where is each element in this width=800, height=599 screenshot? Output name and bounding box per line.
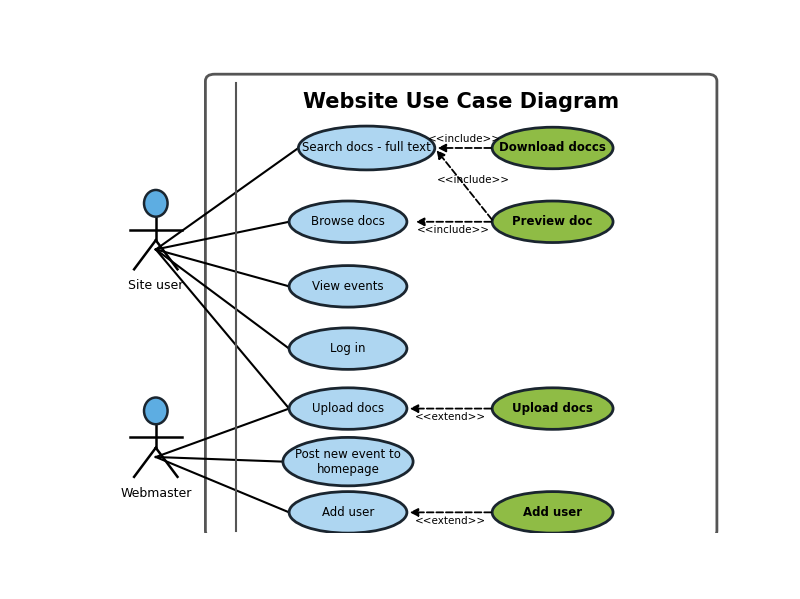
Ellipse shape <box>492 127 613 169</box>
Text: Log in: Log in <box>330 342 366 355</box>
Text: <<include>>: <<include>> <box>417 225 490 235</box>
Text: <<extend>>: <<extend>> <box>414 412 486 422</box>
Text: <<extend>>: <<extend>> <box>414 516 486 526</box>
Text: Preview doc: Preview doc <box>512 215 593 228</box>
Ellipse shape <box>289 388 407 429</box>
Text: Add user: Add user <box>523 506 582 519</box>
Text: Webmaster: Webmaster <box>120 487 191 500</box>
Ellipse shape <box>492 388 613 429</box>
Text: Browse docs: Browse docs <box>311 215 385 228</box>
Text: View events: View events <box>312 280 384 293</box>
Text: Download doccs: Download doccs <box>499 141 606 155</box>
Ellipse shape <box>283 437 413 486</box>
Ellipse shape <box>144 190 167 217</box>
Ellipse shape <box>492 492 613 533</box>
Ellipse shape <box>289 265 407 307</box>
FancyBboxPatch shape <box>206 74 717 538</box>
Text: Upload docs: Upload docs <box>312 402 384 415</box>
Ellipse shape <box>289 201 407 243</box>
Text: Search docs - full text: Search docs - full text <box>302 141 431 155</box>
Ellipse shape <box>492 201 613 243</box>
Text: Post new event to
homepage: Post new event to homepage <box>295 447 401 476</box>
Text: <<include>>: <<include>> <box>438 176 510 185</box>
Ellipse shape <box>289 328 407 370</box>
Ellipse shape <box>289 492 407 533</box>
Text: Website Use Case Diagram: Website Use Case Diagram <box>303 92 619 112</box>
Text: Add user: Add user <box>322 506 374 519</box>
Text: <<include>>: <<include>> <box>427 134 501 144</box>
Ellipse shape <box>298 126 435 170</box>
Text: Site user: Site user <box>128 279 183 292</box>
Ellipse shape <box>144 398 167 424</box>
Text: Upload docs: Upload docs <box>512 402 593 415</box>
